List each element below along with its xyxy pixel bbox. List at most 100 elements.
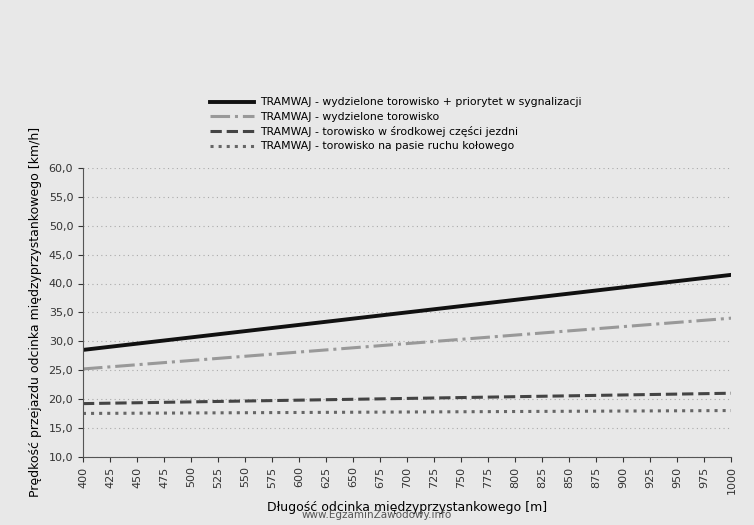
TRAMWAJ - wydzielone torowisko + priorytet w sygnalizacji bbox=[673, 278, 682, 284]
TRAMWAJ - torowisko na pasie ruchu kołowego bbox=[186, 410, 195, 416]
TRAMWAJ - wydzielone torowisko bbox=[322, 346, 331, 353]
TRAMWAJ - wydzielone torowisko bbox=[106, 364, 115, 370]
X-axis label: Długość odcinka międzyprzystankowego [m]: Długość odcinka międzyprzystankowego [m] bbox=[267, 501, 547, 514]
TRAMWAJ - wydzielone torowisko + priorytet w sygnalizacji bbox=[592, 287, 601, 293]
TRAMWAJ - wydzielone torowisko + priorytet w sygnalizacji bbox=[322, 319, 331, 325]
TRAMWAJ - torowisko w środkowej części jezdni bbox=[403, 395, 412, 402]
TRAMWAJ - torowisko w środkowej części jezdni bbox=[213, 398, 222, 405]
TRAMWAJ - wydzielone torowisko + priorytet w sygnalizacji bbox=[295, 322, 304, 328]
TRAMWAJ - torowisko w środkowej części jezdni bbox=[457, 394, 466, 401]
TRAMWAJ - wydzielone torowisko bbox=[565, 328, 574, 334]
TRAMWAJ - torowisko w środkowej części jezdni bbox=[295, 397, 304, 403]
TRAMWAJ - wydzielone torowisko bbox=[673, 319, 682, 326]
TRAMWAJ - torowisko na pasie ruchu kołowego bbox=[133, 410, 142, 416]
TRAMWAJ - wydzielone torowisko bbox=[457, 336, 466, 342]
TRAMWAJ - wydzielone torowisko + priorytet w sygnalizacji bbox=[727, 272, 736, 278]
TRAMWAJ - wydzielone torowisko bbox=[510, 332, 520, 338]
TRAMWAJ - wydzielone torowisko bbox=[78, 366, 87, 372]
TRAMWAJ - wydzielone torowisko + priorytet w sygnalizacji bbox=[268, 325, 277, 331]
TRAMWAJ - wydzielone torowisko + priorytet w sygnalizacji bbox=[510, 297, 520, 303]
TRAMWAJ - torowisko w środkowej części jezdni bbox=[186, 399, 195, 405]
TRAMWAJ - torowisko w środkowej części jezdni bbox=[484, 394, 493, 400]
TRAMWAJ - wydzielone torowisko + priorytet w sygnalizacji bbox=[457, 303, 466, 309]
TRAMWAJ - wydzielone torowisko + priorytet w sygnalizacji bbox=[619, 284, 628, 290]
TRAMWAJ - wydzielone torowisko bbox=[268, 351, 277, 358]
TRAMWAJ - torowisko na pasie ruchu kołowego bbox=[295, 410, 304, 416]
TRAMWAJ - torowisko w środkowej części jezdni bbox=[348, 396, 357, 403]
TRAMWAJ - torowisko na pasie ruchu kołowego bbox=[403, 409, 412, 415]
TRAMWAJ - torowisko w środkowej części jezdni bbox=[375, 396, 385, 402]
TRAMWAJ - torowisko na pasie ruchu kołowego bbox=[160, 410, 169, 416]
TRAMWAJ - torowisko na pasie ruchu kołowego bbox=[106, 410, 115, 416]
TRAMWAJ - torowisko na pasie ruchu kołowego bbox=[213, 410, 222, 416]
TRAMWAJ - torowisko na pasie ruchu kołowego bbox=[430, 409, 439, 415]
Line: TRAMWAJ - wydzielone torowisko: TRAMWAJ - wydzielone torowisko bbox=[83, 318, 731, 369]
TRAMWAJ - torowisko na pasie ruchu kołowego bbox=[322, 409, 331, 415]
TRAMWAJ - wydzielone torowisko bbox=[133, 362, 142, 368]
TRAMWAJ - torowisko w środkowej części jezdni bbox=[160, 399, 169, 405]
TRAMWAJ - torowisko w środkowej części jezdni bbox=[133, 400, 142, 406]
TRAMWAJ - torowisko w środkowej części jezdni bbox=[565, 393, 574, 399]
TRAMWAJ - torowisko na pasie ruchu kołowego bbox=[673, 407, 682, 414]
TRAMWAJ - torowisko na pasie ruchu kołowego bbox=[565, 408, 574, 414]
TRAMWAJ - torowisko w środkowej części jezdni bbox=[106, 400, 115, 406]
TRAMWAJ - wydzielone torowisko bbox=[619, 323, 628, 330]
TRAMWAJ - torowisko w środkowej części jezdni bbox=[700, 391, 709, 397]
TRAMWAJ - torowisko w środkowej części jezdni bbox=[510, 394, 520, 400]
TRAMWAJ - torowisko w środkowej części jezdni bbox=[538, 393, 547, 400]
TRAMWAJ - wydzielone torowisko + priorytet w sygnalizacji bbox=[241, 328, 250, 334]
TRAMWAJ - wydzielone torowisko bbox=[213, 355, 222, 362]
TRAMWAJ - torowisko w środkowej części jezdni bbox=[673, 391, 682, 397]
TRAMWAJ - wydzielone torowisko + priorytet w sygnalizacji bbox=[430, 306, 439, 312]
TRAMWAJ - torowisko w środkowej części jezdni bbox=[430, 395, 439, 401]
TRAMWAJ - torowisko w środkowej części jezdni bbox=[322, 396, 331, 403]
TRAMWAJ - wydzielone torowisko + priorytet w sygnalizacji bbox=[375, 312, 385, 319]
TRAMWAJ - torowisko na pasie ruchu kołowego bbox=[268, 410, 277, 416]
TRAMWAJ - wydzielone torowisko + priorytet w sygnalizacji bbox=[645, 281, 654, 287]
TRAMWAJ - torowisko na pasie ruchu kołowego bbox=[538, 408, 547, 415]
TRAMWAJ - wydzielone torowisko bbox=[484, 334, 493, 340]
TRAMWAJ - wydzielone torowisko bbox=[403, 340, 412, 346]
TRAMWAJ - torowisko na pasie ruchu kołowego bbox=[457, 408, 466, 415]
TRAMWAJ - torowisko na pasie ruchu kołowego bbox=[375, 409, 385, 415]
TRAMWAJ - torowisko na pasie ruchu kołowego bbox=[619, 408, 628, 414]
Line: TRAMWAJ - torowisko w środkowej części jezdni: TRAMWAJ - torowisko w środkowej części j… bbox=[83, 393, 731, 404]
TRAMWAJ - torowisko na pasie ruchu kołowego bbox=[700, 407, 709, 414]
TRAMWAJ - wydzielone torowisko bbox=[430, 338, 439, 344]
TRAMWAJ - torowisko w środkowej części jezdni bbox=[78, 401, 87, 407]
TRAMWAJ - wydzielone torowisko + priorytet w sygnalizacji bbox=[348, 316, 357, 322]
TRAMWAJ - torowisko w środkowej części jezdni bbox=[727, 390, 736, 396]
TRAMWAJ - wydzielone torowisko + priorytet w sygnalizacji bbox=[484, 300, 493, 306]
TRAMWAJ - torowisko na pasie ruchu kołowego bbox=[510, 408, 520, 415]
TRAMWAJ - wydzielone torowisko bbox=[538, 330, 547, 336]
TRAMWAJ - wydzielone torowisko + priorytet w sygnalizacji bbox=[565, 290, 574, 297]
TRAMWAJ - torowisko w środkowej części jezdni bbox=[645, 391, 654, 397]
TRAMWAJ - wydzielone torowisko + priorytet w sygnalizacji bbox=[133, 341, 142, 347]
Legend: TRAMWAJ - wydzielone torowisko + priorytet w sygnalizacji, TRAMWAJ - wydzielone : TRAMWAJ - wydzielone torowisko + prioryt… bbox=[205, 92, 587, 157]
TRAMWAJ - torowisko na pasie ruchu kołowego bbox=[592, 408, 601, 414]
TRAMWAJ - wydzielone torowisko bbox=[375, 342, 385, 349]
Text: www.EgzaminZawodowy.info: www.EgzaminZawodowy.info bbox=[302, 510, 452, 520]
TRAMWAJ - wydzielone torowisko bbox=[727, 315, 736, 321]
TRAMWAJ - wydzielone torowisko bbox=[592, 326, 601, 332]
TRAMWAJ - torowisko na pasie ruchu kołowego bbox=[484, 408, 493, 415]
TRAMWAJ - wydzielone torowisko + priorytet w sygnalizacji bbox=[538, 293, 547, 300]
TRAMWAJ - wydzielone torowisko + priorytet w sygnalizacji bbox=[106, 344, 115, 350]
Line: TRAMWAJ - torowisko na pasie ruchu kołowego: TRAMWAJ - torowisko na pasie ruchu kołow… bbox=[83, 411, 731, 414]
TRAMWAJ - wydzielone torowisko + priorytet w sygnalizacji bbox=[403, 309, 412, 316]
TRAMWAJ - wydzielone torowisko + priorytet w sygnalizacji bbox=[700, 275, 709, 281]
TRAMWAJ - wydzielone torowisko bbox=[186, 358, 195, 364]
TRAMWAJ - wydzielone torowisko bbox=[700, 317, 709, 323]
Y-axis label: Prędkość przejazdu odcinka międzyprzystankowego [km/h]: Prędkość przejazdu odcinka międzyprzysta… bbox=[29, 128, 41, 498]
TRAMWAJ - wydzielone torowisko + priorytet w sygnalizacji bbox=[186, 334, 195, 341]
TRAMWAJ - torowisko na pasie ruchu kołowego bbox=[645, 408, 654, 414]
TRAMWAJ - torowisko w środkowej części jezdni bbox=[268, 397, 277, 404]
TRAMWAJ - torowisko na pasie ruchu kołowego bbox=[241, 410, 250, 416]
TRAMWAJ - torowisko na pasie ruchu kołowego bbox=[78, 411, 87, 417]
TRAMWAJ - torowisko w środkowej części jezdni bbox=[619, 392, 628, 398]
TRAMWAJ - wydzielone torowisko + priorytet w sygnalizacji bbox=[160, 338, 169, 344]
TRAMWAJ - wydzielone torowisko bbox=[241, 353, 250, 360]
TRAMWAJ - wydzielone torowisko bbox=[348, 344, 357, 351]
TRAMWAJ - torowisko na pasie ruchu kołowego bbox=[727, 407, 736, 414]
TRAMWAJ - wydzielone torowisko bbox=[160, 360, 169, 366]
